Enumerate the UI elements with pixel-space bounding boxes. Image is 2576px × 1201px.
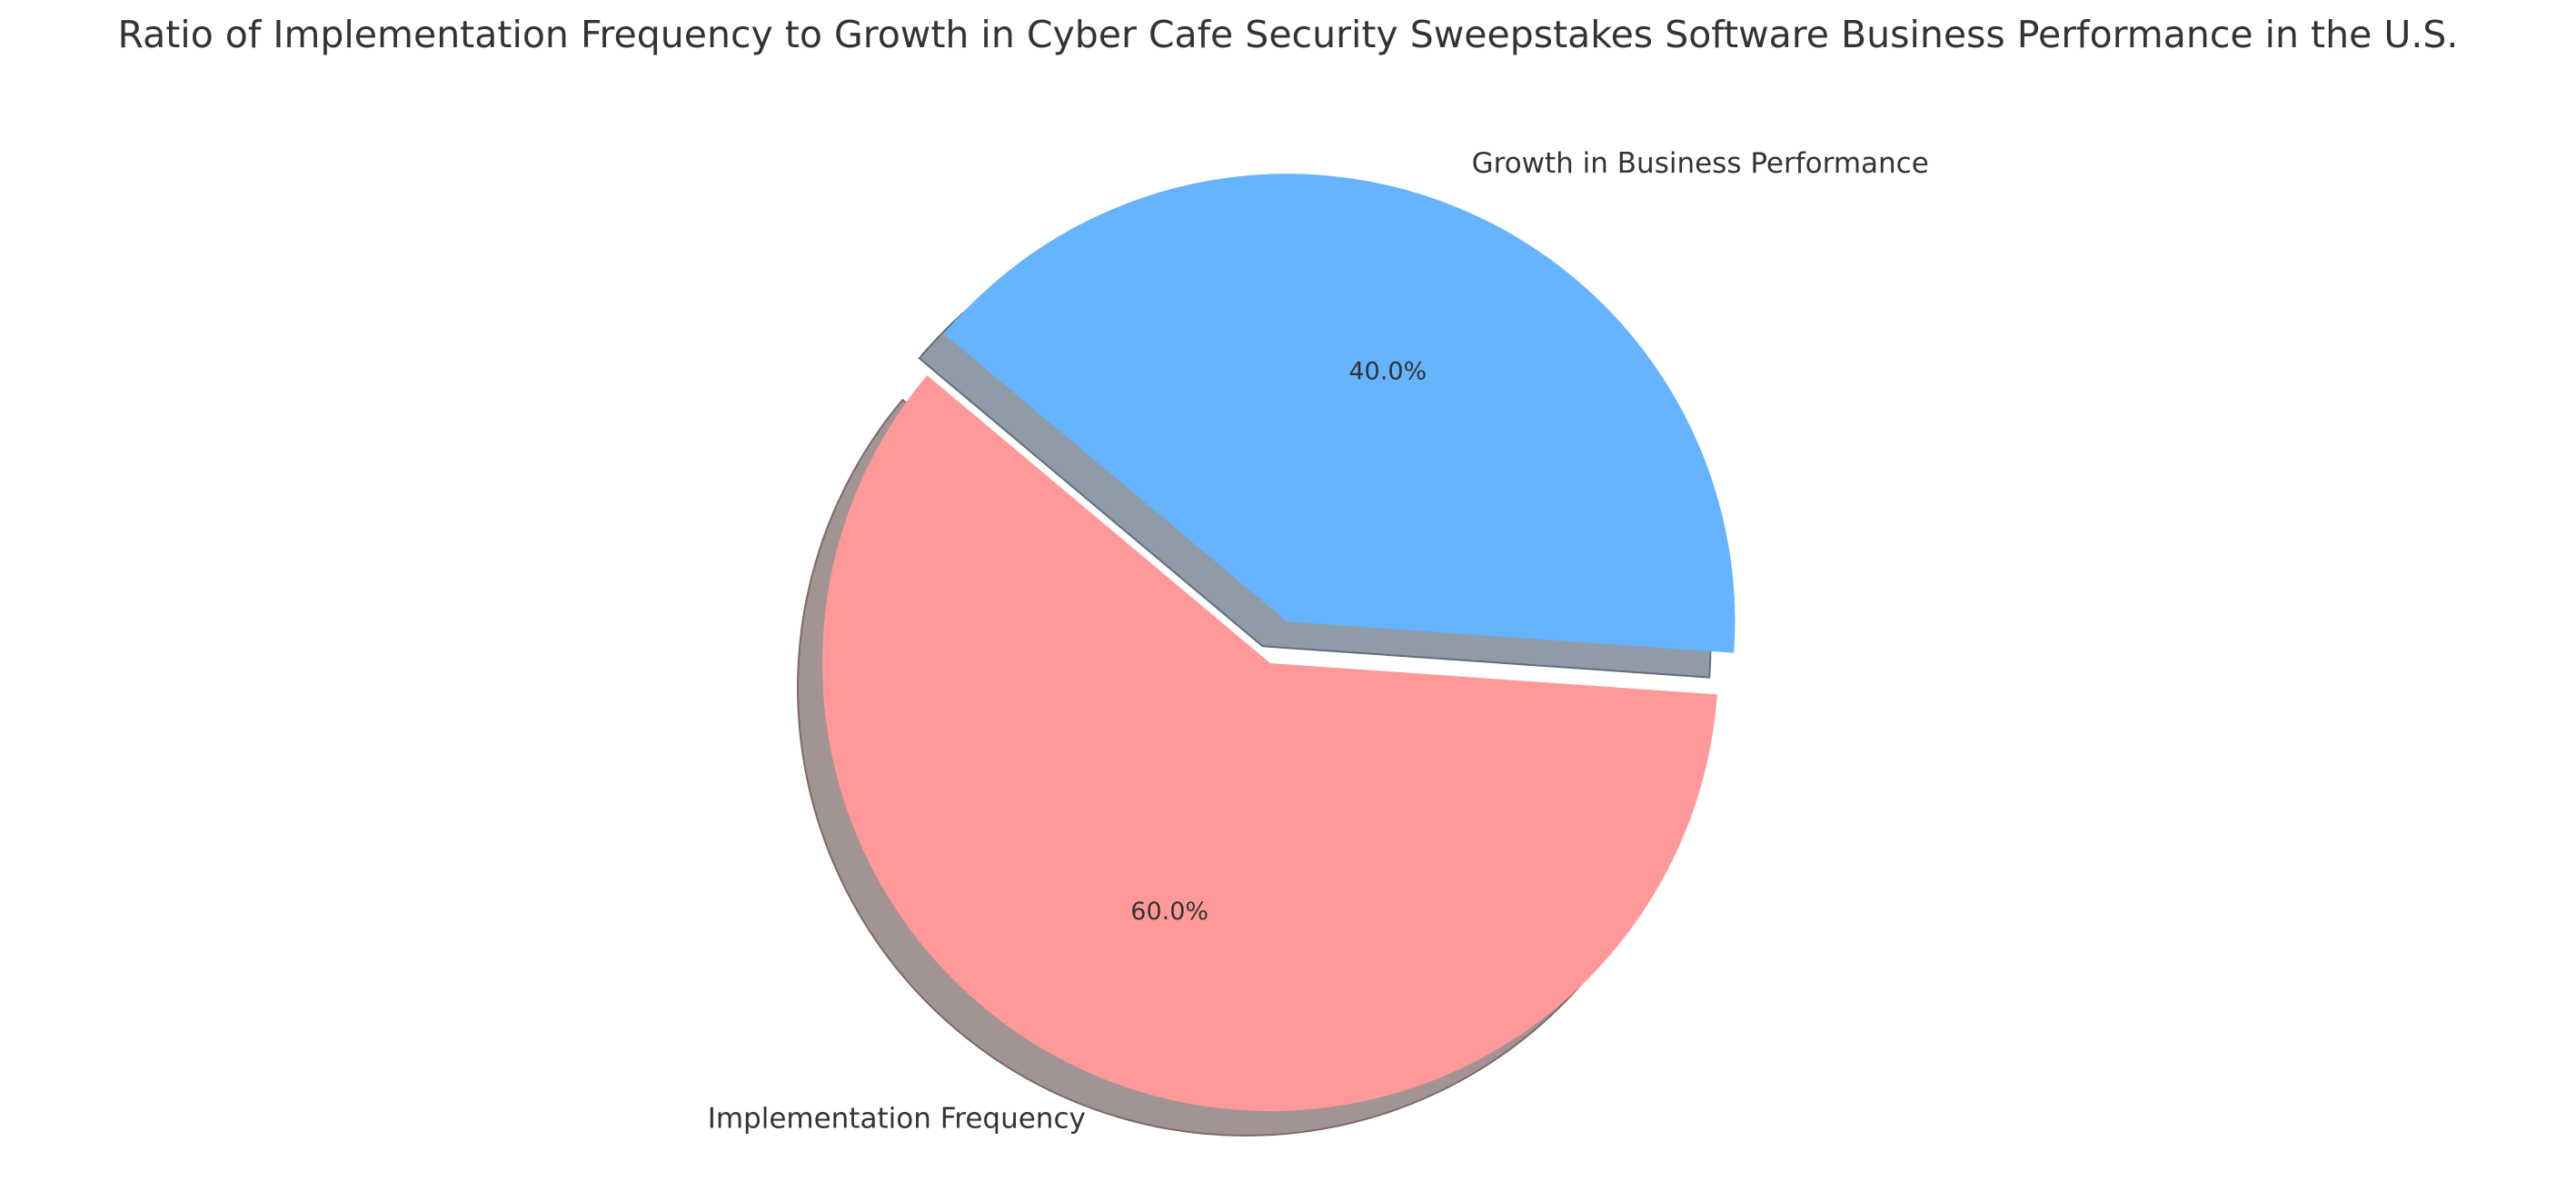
pie-slice-implementation-frequency (821, 375, 1717, 1112)
category-label: Implementation Frequency (708, 1102, 1086, 1135)
pie-slice-growth-in-business-performance (943, 174, 1736, 653)
category-label: Growth in Business Performance (1472, 147, 1929, 180)
chart-title: Ratio of Implementation Frequency to Gro… (117, 13, 2459, 56)
percent-label: 40.0% (1348, 358, 1427, 386)
percent-label: 60.0% (1130, 898, 1208, 926)
